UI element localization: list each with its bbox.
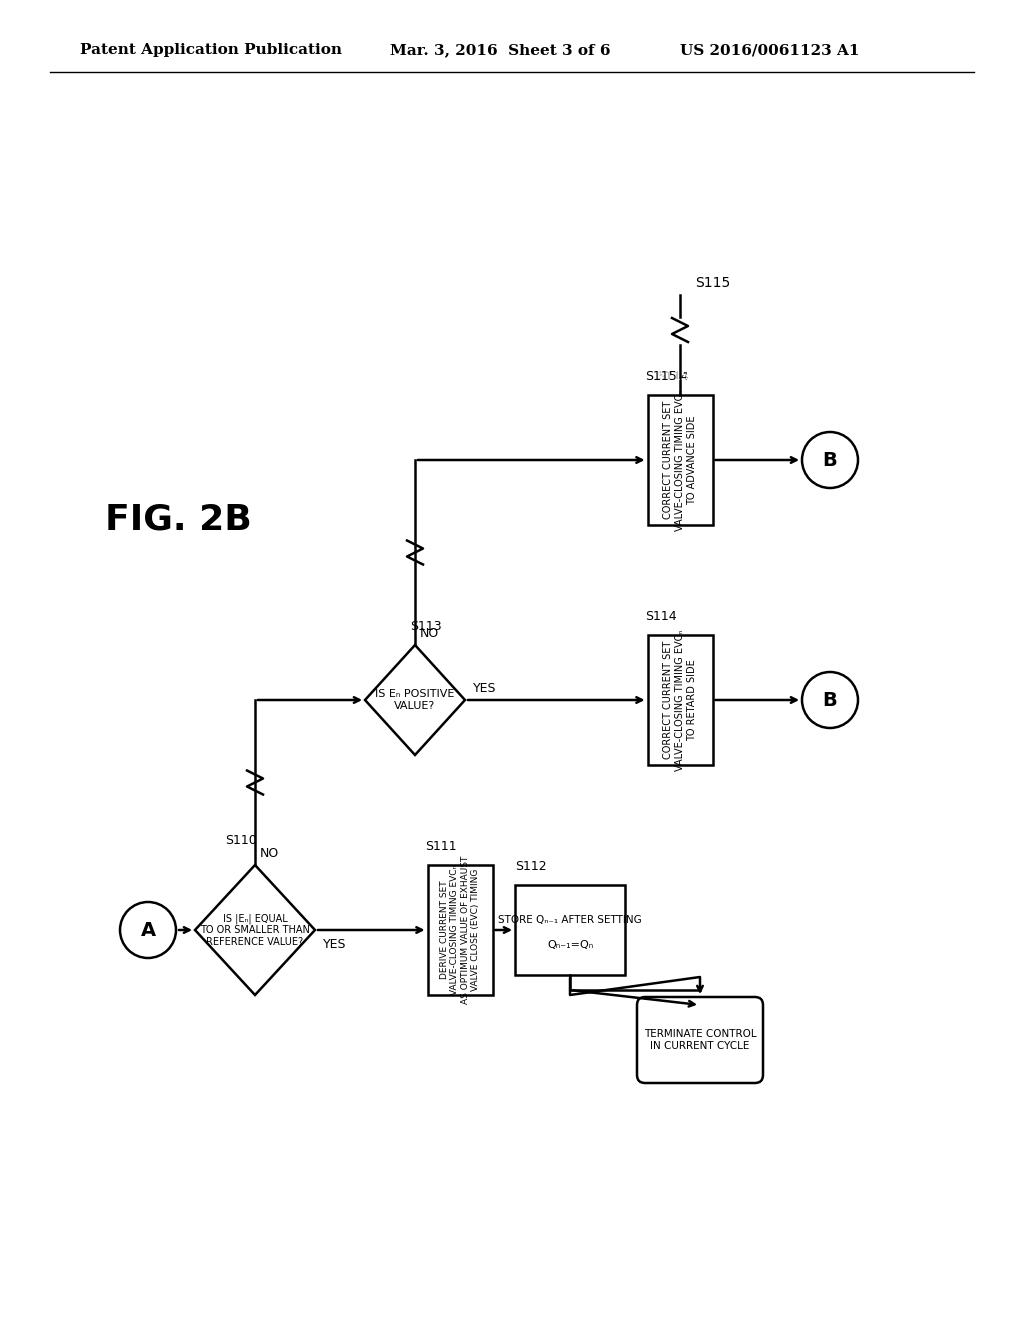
Text: S115: S115 [695,276,730,290]
Bar [647,635,713,766]
Text: S111: S111 [426,840,457,853]
Text: NO: NO [420,627,439,640]
Text: S113: S113 [410,620,441,634]
Text: Qₙ₋₁=Qₙ: Qₙ₋₁=Qₙ [547,940,593,950]
Text: TERMINATE CONTROL
IN CURRENT CYCLE: TERMINATE CONTROL IN CURRENT CYCLE [644,1030,757,1051]
Bar [427,865,493,995]
Text: A: A [140,920,156,940]
Text: YES: YES [473,682,497,696]
Text: FIG. 2B: FIG. 2B [105,503,252,537]
Text: IS |Eₙ| EQUAL
TO OR SMALLER THAN
REFERENCE VALUE?: IS |Eₙ| EQUAL TO OR SMALLER THAN REFEREN… [200,913,310,946]
Text: S110: S110 [225,834,257,847]
Text: IS Eₙ POSITIVE
VALUE?: IS Eₙ POSITIVE VALUE? [376,689,455,710]
Bar [647,395,713,525]
Text: S115: S115 [645,370,677,383]
Text: S114: S114 [657,370,689,383]
Text: NO: NO [260,847,280,861]
Text: CORRECT CURRENT SET
VALVE-CLOSING TIMING EVCₙ
TO ADVANCE SIDE: CORRECT CURRENT SET VALVE-CLOSING TIMING… [664,389,696,531]
Bar [515,884,625,975]
Text: STORE Qₙ₋₁ AFTER SETTING: STORE Qₙ₋₁ AFTER SETTING [498,915,642,925]
Text: YES: YES [323,939,346,950]
Text: CORRECT CURRENT SET
VALVE-CLOSING TIMING EVCₙ
TO RETARD SIDE: CORRECT CURRENT SET VALVE-CLOSING TIMING… [664,630,696,771]
Text: B: B [822,690,838,710]
Text: S115: S115 [657,370,689,383]
Text: DERIVE CURRENT SET
VALVE-CLOSING TIMING EVCₙ
AS OPTIMUM VALUE OF EXHAUST
VALVE C: DERIVE CURRENT SET VALVE-CLOSING TIMING … [440,855,480,1005]
Text: Mar. 3, 2016  Sheet 3 of 6: Mar. 3, 2016 Sheet 3 of 6 [390,44,610,57]
Text: US 2016/0061123 A1: US 2016/0061123 A1 [680,44,859,57]
Text: S114: S114 [645,610,677,623]
Text: S112: S112 [515,861,547,873]
Text: B: B [822,450,838,470]
Text: Patent Application Publication: Patent Application Publication [80,44,342,57]
